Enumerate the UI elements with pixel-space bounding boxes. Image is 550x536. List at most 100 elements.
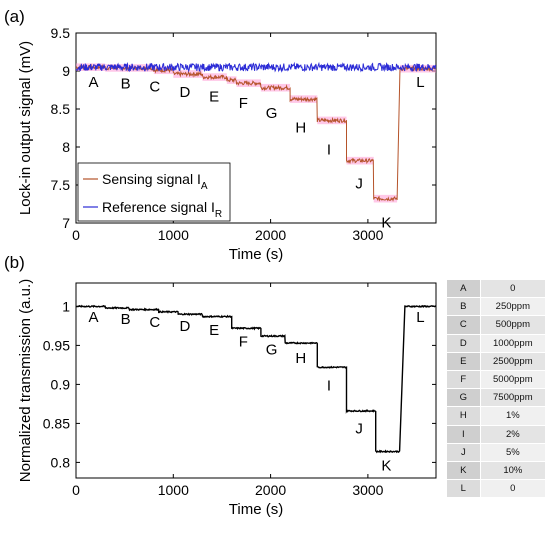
table-row: H 1% — [446, 406, 547, 426]
y-tick-label: 8 — [62, 139, 70, 155]
y-tick-label: 0.9 — [51, 376, 71, 392]
table-cell-step: I — [446, 424, 481, 444]
table-cell-concentration: 0 — [479, 278, 547, 299]
step-label-b: B — [121, 75, 131, 92]
concentration-table: A 0 B 250ppm C 500ppm D 1000ppm E 2500ppm F 5000ppm… — [446, 278, 547, 499]
sensing-error-band — [373, 194, 398, 203]
table-cell-concentration: 5000ppm — [479, 369, 547, 390]
step-label-j: J — [355, 420, 363, 437]
sensing-error-band — [153, 66, 174, 75]
table-cell-step: G — [446, 388, 481, 408]
step-label-k: K — [381, 214, 391, 231]
table-cell-step: L — [446, 479, 481, 499]
y-tick-label: 1 — [62, 298, 70, 314]
step-label-f: F — [239, 334, 248, 351]
table-row: J 5% — [446, 442, 547, 462]
chart-a-lock-in-signal: 0 1000 2000 3000 7 7.5 8 8.5 9 9.5 Time (s) Lock-in… — [17, 25, 437, 263]
x-tick-label: 1000 — [158, 482, 189, 498]
x-axis-label: Time (s) — [229, 246, 283, 263]
step-label-g: G — [266, 342, 278, 359]
table-cell-concentration: 1000ppm — [479, 333, 547, 353]
x-tick-label: 0 — [72, 482, 80, 498]
step-label-g: G — [266, 105, 278, 122]
step-label-a: A — [89, 309, 99, 326]
table-cell-concentration: 7500ppm — [479, 388, 547, 408]
step-label-d: D — [180, 318, 191, 335]
table-row: B 250ppm — [446, 297, 547, 317]
y-axis-label: Normalized transmission (a.u.) — [17, 279, 34, 482]
y-tick-label: 8.5 — [51, 101, 71, 117]
step-label-i: I — [327, 377, 331, 394]
x-tick-label: 3000 — [352, 482, 383, 498]
x-tick-label: 3000 — [352, 227, 383, 243]
table-cell-step: F — [446, 369, 481, 390]
plot-frame — [75, 282, 437, 479]
table-row: K 10% — [446, 460, 547, 481]
step-label-a: A — [89, 74, 99, 91]
y-tick-label: 7 — [62, 215, 70, 231]
table-row: D 1000ppm — [446, 333, 547, 353]
table-cell-concentration: 5% — [479, 442, 547, 462]
y-tick-label: 9.5 — [51, 25, 71, 41]
table-row: C 500ppm — [446, 315, 547, 335]
x-tick-label: 0 — [72, 227, 80, 243]
table-cell-concentration: 1% — [479, 406, 547, 426]
x-axis-label: Time (s) — [229, 501, 283, 518]
step-label-i: I — [327, 142, 331, 159]
legend-box — [77, 162, 231, 222]
step-label-c: C — [149, 314, 160, 331]
series-sensing-line — [76, 63, 436, 202]
table-cell-concentration: 250ppm — [479, 297, 547, 317]
table-cell-concentration: 500ppm — [479, 315, 547, 335]
step-label-e: E — [209, 88, 219, 105]
step-label-h: H — [295, 350, 306, 367]
plot-area — [76, 304, 436, 454]
table-row: G 7500ppm — [446, 388, 547, 408]
panel-b-label: (b) — [4, 253, 25, 272]
chart-b-normalized-transmission: 0 1000 2000 3000 0.8 0.85 0.9 0.95 1 Time (s) Norm… — [17, 279, 437, 518]
table-cell-step: H — [446, 406, 481, 426]
x-tick-label: 1000 — [158, 227, 189, 243]
table-cell-concentration: 10% — [479, 460, 547, 481]
table-cell-step: J — [446, 442, 481, 462]
series-transmission-line — [76, 304, 436, 454]
plot-frame — [75, 32, 437, 224]
step-label-f: F — [239, 95, 248, 112]
step-label-l: L — [416, 309, 424, 326]
step-label-c: C — [149, 78, 160, 95]
table-cell-step: K — [446, 460, 481, 481]
series-reference-line — [76, 61, 436, 73]
y-axis-label: Lock-in output signal (mV) — [17, 41, 34, 215]
table-cell-concentration: 2% — [479, 424, 547, 444]
x-tick-label: 2000 — [255, 482, 286, 498]
table-cell-step: E — [446, 351, 481, 371]
panel-a-label: (a) — [4, 7, 25, 26]
table-row: F 5000ppm — [446, 369, 547, 390]
legend-label-sensing: Sensing signal IA — [102, 171, 208, 192]
sensing-error-band — [226, 76, 237, 84]
table-cell-step: A — [446, 278, 481, 299]
step-label-h: H — [295, 119, 306, 136]
step-label-e: E — [209, 322, 219, 339]
table-cell-concentration: 0 — [479, 479, 547, 499]
y-tick-label: 0.85 — [43, 415, 70, 431]
y-tick-label: 0.95 — [43, 337, 70, 353]
step-label-k: K — [381, 458, 391, 475]
plot-area — [76, 61, 436, 203]
y-tick-label: 0.8 — [51, 454, 71, 470]
table-cell-step: B — [446, 297, 481, 317]
legend-label-reference: Reference signal IR — [102, 199, 222, 220]
step-label-d: D — [180, 84, 191, 101]
table-cell-concentration: 2500ppm — [479, 351, 547, 371]
x-tick-label: 2000 — [255, 227, 286, 243]
step-label-b: B — [121, 311, 131, 328]
step-label-j: J — [355, 176, 363, 193]
table-cell-step: C — [446, 315, 481, 335]
y-tick-label: 7.5 — [51, 177, 71, 193]
table-row: E 2500ppm — [446, 351, 547, 371]
step-label-l: L — [416, 74, 424, 91]
y-tick-label: 9 — [62, 63, 70, 79]
